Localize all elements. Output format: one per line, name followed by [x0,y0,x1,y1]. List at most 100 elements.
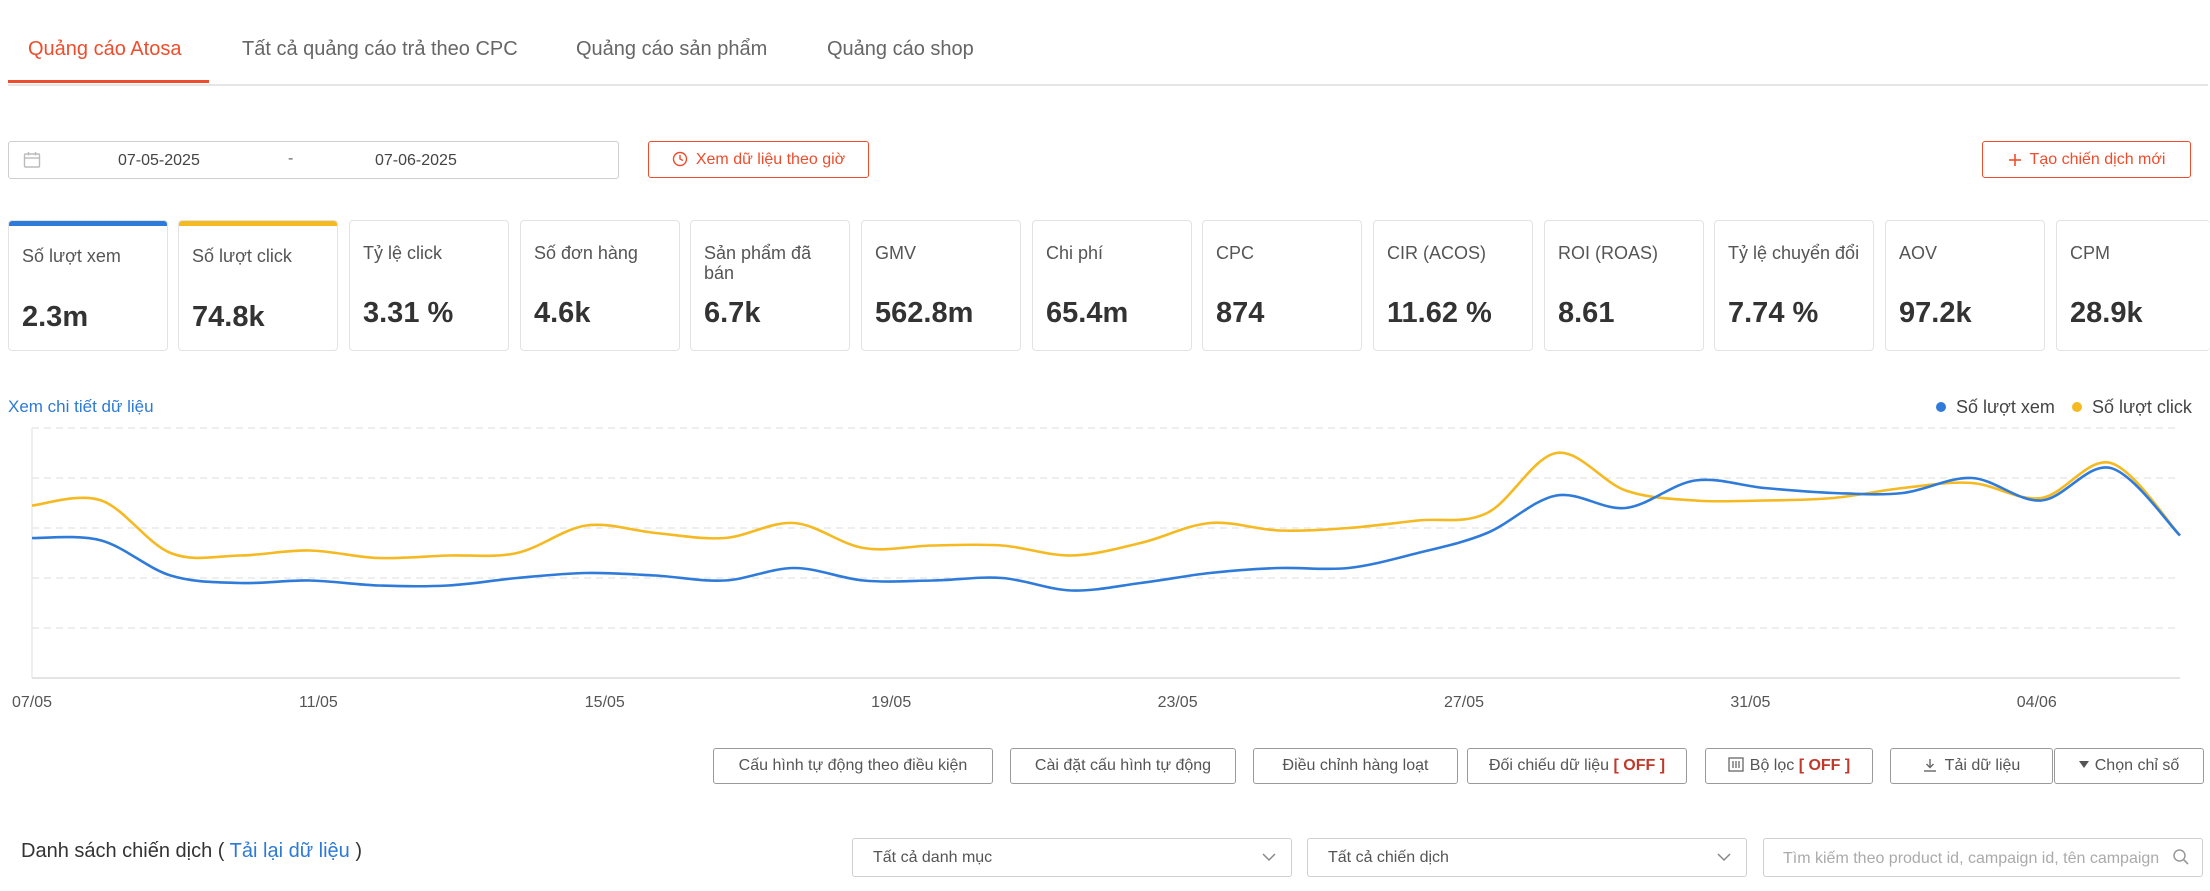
end-date[interactable]: 07-06-2025 [375,152,457,169]
metric-label: GMV [875,243,917,263]
metric-value: 3.31 % [363,297,454,329]
download-icon [1923,759,1936,772]
metric-card-cpm[interactable]: CPM 28.9k [2056,220,2210,351]
metric-card-views[interactable]: Số lượt xem 2.3m [8,220,168,351]
metric-selected-bar [9,221,167,226]
legend-dot-icon [1936,402,1946,412]
metric-label: Số lượt xem [22,246,121,266]
x-tick-label: 07/05 [12,694,52,711]
metric-value: 6.7k [704,297,761,329]
reload-data-link[interactable]: Tải lại dữ liệu [229,840,350,862]
metric-card-gmv[interactable]: GMV 562.8m [861,220,1021,351]
caret-down-icon [2078,761,2089,768]
plus-icon [2008,154,2021,166]
metric-label: Chi phí [1046,243,1104,263]
download-data-button[interactable]: Tải dữ liệu [1890,748,2053,784]
metric-value: 562.8m [875,297,974,329]
metric-value: 65.4m [1046,297,1129,329]
category-select-value: Tất cả danh mục [873,849,993,866]
campaign-select[interactable]: Tất cả chiến dịch [1307,838,1747,877]
start-date[interactable]: 07-05-2025 [118,152,200,169]
x-tick-label: 15/05 [585,694,625,711]
metric-card-cpc[interactable]: CPC 874 [1202,220,1362,351]
metric-value: 8.61 [1558,297,1615,329]
category-select[interactable]: Tất cả danh mục [852,838,1292,877]
view-detail-link[interactable]: Xem chi tiết dữ liệu [8,397,154,416]
x-tick-label: 04/06 [2017,694,2057,711]
tab-shop-ads[interactable]: Quảng cáo shop [827,38,974,60]
metric-card-cir[interactable]: CIR (ACOS) 11.62 % [1373,220,1533,351]
chevron-down-icon [1717,853,1731,862]
bulk-adjust-button[interactable]: Điều chỉnh hàng loạt [1253,748,1458,784]
filter-button[interactable]: Bộ lọc [ OFF ] [1705,748,1873,784]
metric-value: 4.6k [534,297,591,329]
tab-all-cpc-ads[interactable]: Tất cả quảng cáo trả theo CPC [242,38,518,60]
calendar-icon [23,152,41,168]
metric-card-orders[interactable]: Số đơn hàng 4.6k [520,220,680,351]
metric-label: Sản phẩm đã bán [704,243,812,283]
auto-condition-config-label: Cấu hình tự động theo điều kiện [738,757,968,774]
choose-metrics-button[interactable]: Chọn chỉ số [2054,748,2204,784]
legend-item-clicks[interactable]: Số lượt click [2072,397,2192,418]
filter-icon [1728,757,1744,772]
clock-icon [672,151,688,167]
filter-off-status: [ OFF ] [1798,757,1851,774]
search-icon[interactable] [2172,848,2190,866]
date-separator: - [288,150,294,167]
auto-settings-button[interactable]: Cài đặt cấu hình tự động [1010,748,1236,784]
campaign-select-value: Tất cả chiến dịch [1328,849,1449,866]
legend-label: Số lượt click [2092,397,2192,417]
metric-card-aov[interactable]: AOV 97.2k [1885,220,2045,351]
metric-card-conversion-rate[interactable]: Tỷ lệ chuyển đổi 7.74 % [1714,220,1874,351]
chevron-down-icon [1262,853,1276,862]
bulk-adjust-label: Điều chỉnh hàng loạt [1282,757,1429,774]
metric-label: Tỷ lệ click [363,243,443,263]
metric-card-roi[interactable]: ROI (ROAS) 8.61 [1544,220,1704,351]
metric-label: Tỷ lệ chuyển đổi [1728,243,1860,263]
metric-label: CIR (ACOS) [1387,243,1486,263]
legend-item-views[interactable]: Số lượt xem [1936,397,2055,418]
campaign-list-label: Danh sách chiến dịch [21,840,213,862]
x-tick-label: 31/05 [1730,694,1770,711]
metric-selected-bar [179,221,337,226]
metric-card-cost[interactable]: Chi phí 65.4m [1032,220,1192,351]
x-tick-label: 11/05 [299,694,338,711]
tab-product-ads[interactable]: Quảng cáo sản phẩm [576,38,768,60]
campaign-list-title: Danh sách chiến dịch ( Tải lại dữ liệu ) [21,840,362,863]
metric-card-ctr[interactable]: Tỷ lệ click 3.31 % [349,220,509,351]
metric-value: 97.2k [1899,297,1972,329]
metric-value: 74.8k [192,301,265,333]
legend-label: Số lượt xem [1956,397,2055,417]
hourly-data-button[interactable]: Xem dữ liệu theo giờ [648,141,869,178]
metric-label: CPM [2070,243,2110,263]
hourly-data-label: Xem dữ liệu theo giờ [695,151,846,168]
create-campaign-label: Tạo chiến dịch mới [2029,151,2166,168]
metric-label: AOV [1899,243,1938,263]
x-tick-label: 27/05 [1444,694,1484,711]
x-tick-label: 23/05 [1158,694,1198,711]
campaign-list-paren-open: ( [217,840,225,862]
campaign-list-paren-close: ) [355,840,363,862]
active-tab-indicator [8,80,209,83]
tab-atosa-ads[interactable]: Quảng cáo Atosa [28,38,182,60]
metric-card-clicks[interactable]: Số lượt click 74.8k [178,220,338,351]
metric-label: Số đơn hàng [534,243,638,263]
compare-off-status: [ OFF ] [1613,757,1666,774]
metric-card-products-sold[interactable]: Sản phẩm đã bán 6.7k [690,220,850,351]
campaign-search-input[interactable] [1781,839,2165,878]
metric-value: 874 [1216,297,1265,329]
metric-value: 11.62 % [1387,297,1492,329]
compare-data-button[interactable]: Đối chiếu dữ liệu [ OFF ] [1467,748,1687,784]
x-tick-label: 19/05 [871,694,911,711]
download-data-label: Tải dữ liệu [1944,757,2021,774]
create-campaign-button[interactable]: Tạo chiến dịch mới [1982,141,2191,178]
metric-value: 2.3m [22,301,89,333]
metric-value: 7.74 % [1728,297,1819,329]
metric-label: Số lượt click [192,246,292,266]
series-line-views [31,466,2181,592]
filter-label: Bộ lọc [1749,757,1795,774]
auto-condition-config-button[interactable]: Cấu hình tự động theo điều kiện [713,748,993,784]
campaign-search-box[interactable] [1763,838,2203,878]
date-range-picker[interactable]: 07-05-2025 - 07-06-2025 [8,141,619,179]
tab-bar: Quảng cáo Atosa Tất cả quảng cáo trả the… [8,0,2208,86]
